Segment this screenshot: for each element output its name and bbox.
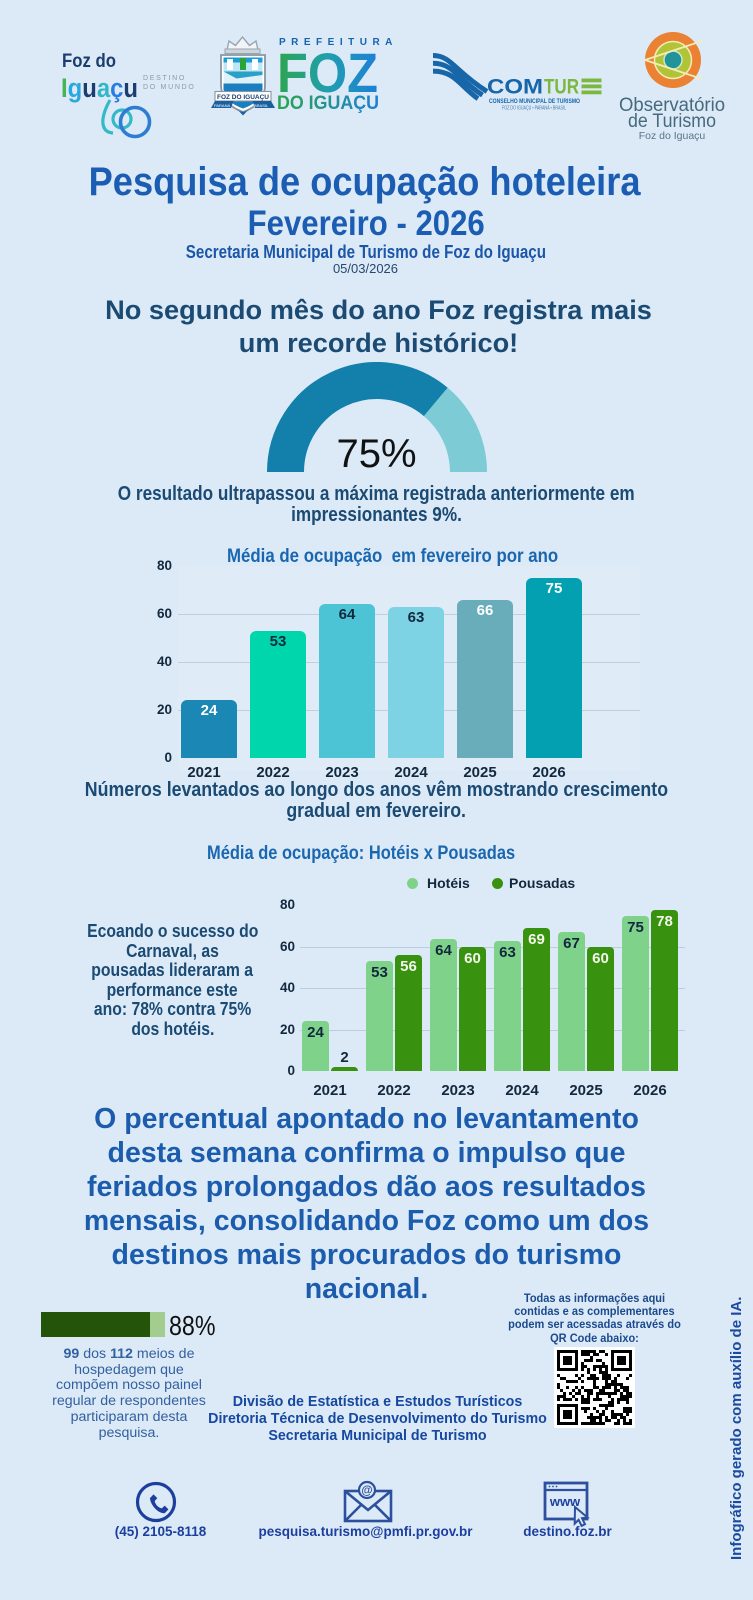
svg-text:COM: COM bbox=[487, 76, 543, 99]
svg-text:@: @ bbox=[361, 1485, 372, 1497]
svg-text:Foz do Iguaçu: Foz do Iguaçu bbox=[639, 130, 706, 142]
svg-text:www: www bbox=[549, 1494, 581, 1509]
svg-text:TUR: TUR bbox=[544, 76, 579, 99]
svg-text:DESTINO: DESTINO bbox=[143, 75, 186, 82]
svg-text:PREFEITURA: PREFEITURA bbox=[279, 37, 398, 48]
svg-text:Foz do: Foz do bbox=[62, 50, 116, 72]
svg-text:CONSELHO MUNICIPAL DE TURISMO: CONSELHO MUNICIPAL DE TURISMO bbox=[489, 98, 580, 105]
svg-text:DO MUNDO: DO MUNDO bbox=[143, 84, 196, 91]
svg-text:FOZ DO IGUAÇU • PARANÁ • BRASI: FOZ DO IGUAÇU • PARANÁ • BRASIL bbox=[502, 105, 566, 112]
svg-text:DO IGUAÇU: DO IGUAÇU bbox=[277, 93, 379, 114]
svg-text:Observatório: Observatório bbox=[619, 95, 725, 116]
svg-text:FOZ: FOZ bbox=[277, 41, 378, 104]
svg-text:Iguaçu: Iguaçu bbox=[61, 73, 138, 103]
svg-text:de Turismo: de Turismo bbox=[628, 111, 716, 132]
svg-text:FOZ DO IGUAÇU: FOZ DO IGUAÇU bbox=[217, 94, 269, 101]
svg-text:BRASIL: BRASIL bbox=[254, 103, 269, 108]
svg-text:PARANÁ: PARANÁ bbox=[214, 103, 230, 108]
